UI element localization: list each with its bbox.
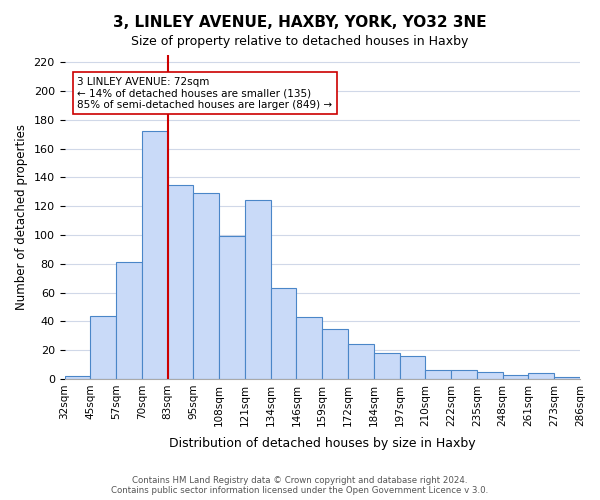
X-axis label: Distribution of detached houses by size in Haxby: Distribution of detached houses by size … [169, 437, 476, 450]
Text: 3, LINLEY AVENUE, HAXBY, YORK, YO32 3NE: 3, LINLEY AVENUE, HAXBY, YORK, YO32 3NE [113, 15, 487, 30]
Y-axis label: Number of detached properties: Number of detached properties [15, 124, 28, 310]
Text: Contains HM Land Registry data © Crown copyright and database right 2024.
Contai: Contains HM Land Registry data © Crown c… [112, 476, 488, 495]
Bar [425, 370, 451, 379]
Bar [116, 262, 142, 379]
Bar [503, 374, 529, 379]
Bar [245, 200, 271, 379]
Bar [193, 193, 219, 379]
Bar [271, 288, 296, 379]
Bar [348, 344, 374, 379]
Bar [142, 132, 167, 379]
Text: Size of property relative to detached houses in Haxby: Size of property relative to detached ho… [131, 35, 469, 48]
Bar [219, 236, 245, 379]
Bar [529, 373, 554, 379]
Bar [400, 356, 425, 379]
Bar [451, 370, 477, 379]
Bar [477, 372, 503, 379]
Text: 3 LINLEY AVENUE: 72sqm
← 14% of detached houses are smaller (135)
85% of semi-de: 3 LINLEY AVENUE: 72sqm ← 14% of detached… [77, 76, 332, 110]
Bar [91, 316, 116, 379]
Bar [65, 376, 91, 379]
Bar [554, 378, 580, 379]
Bar [167, 184, 193, 379]
Bar [296, 317, 322, 379]
Bar [322, 328, 348, 379]
Bar [374, 353, 400, 379]
